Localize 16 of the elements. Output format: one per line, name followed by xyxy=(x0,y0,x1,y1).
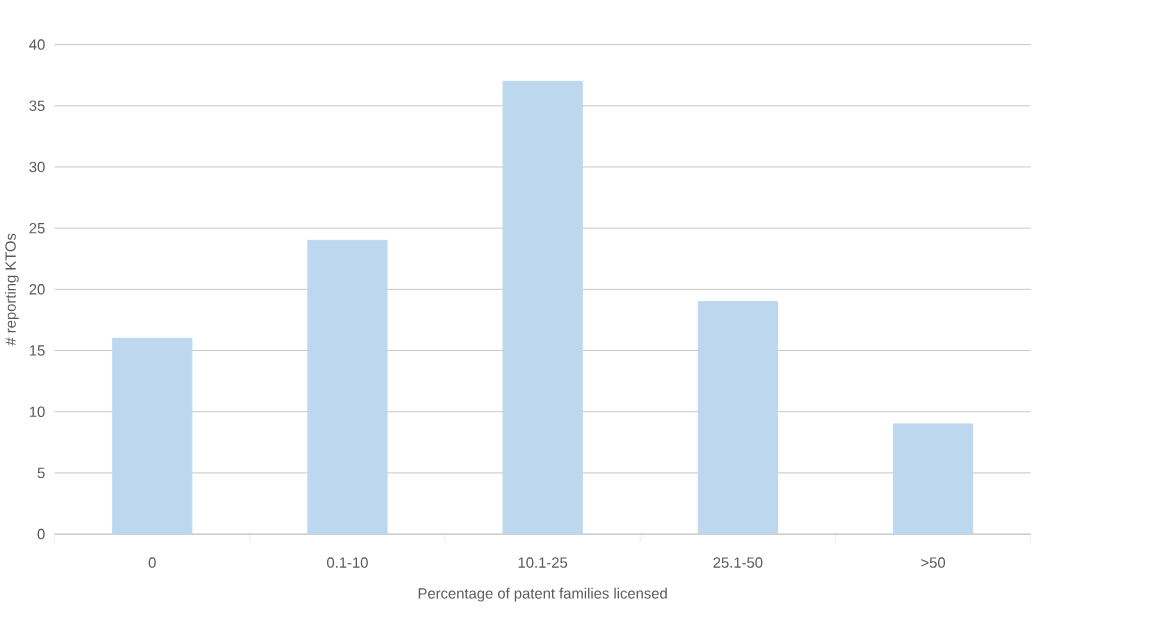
x-tick-label: >50 xyxy=(921,557,946,568)
y-tick-label: 25 xyxy=(29,222,45,234)
y-tick-label: 0 xyxy=(37,528,45,540)
y-axis-title: # reporting KTOs xyxy=(4,233,19,346)
x-tick-label: 10.1-25 xyxy=(518,557,568,568)
y-tick-label: 35 xyxy=(29,100,45,111)
y-tick-label: 15 xyxy=(29,345,45,356)
y-tick-label: 10 xyxy=(29,406,45,417)
x-tick-label: 0 xyxy=(148,557,156,568)
x-axis-title: Percentage of patent families licensed xyxy=(418,587,667,602)
y-tick-label: 30 xyxy=(29,161,45,173)
y-tick-label: 20 xyxy=(29,284,45,295)
y-tick-label: 5 xyxy=(37,467,45,479)
x-tick-label: 25.1-50 xyxy=(713,557,763,568)
x-tick-label: 0.1-10 xyxy=(327,557,368,568)
y-tick-label: 40 xyxy=(29,39,45,50)
